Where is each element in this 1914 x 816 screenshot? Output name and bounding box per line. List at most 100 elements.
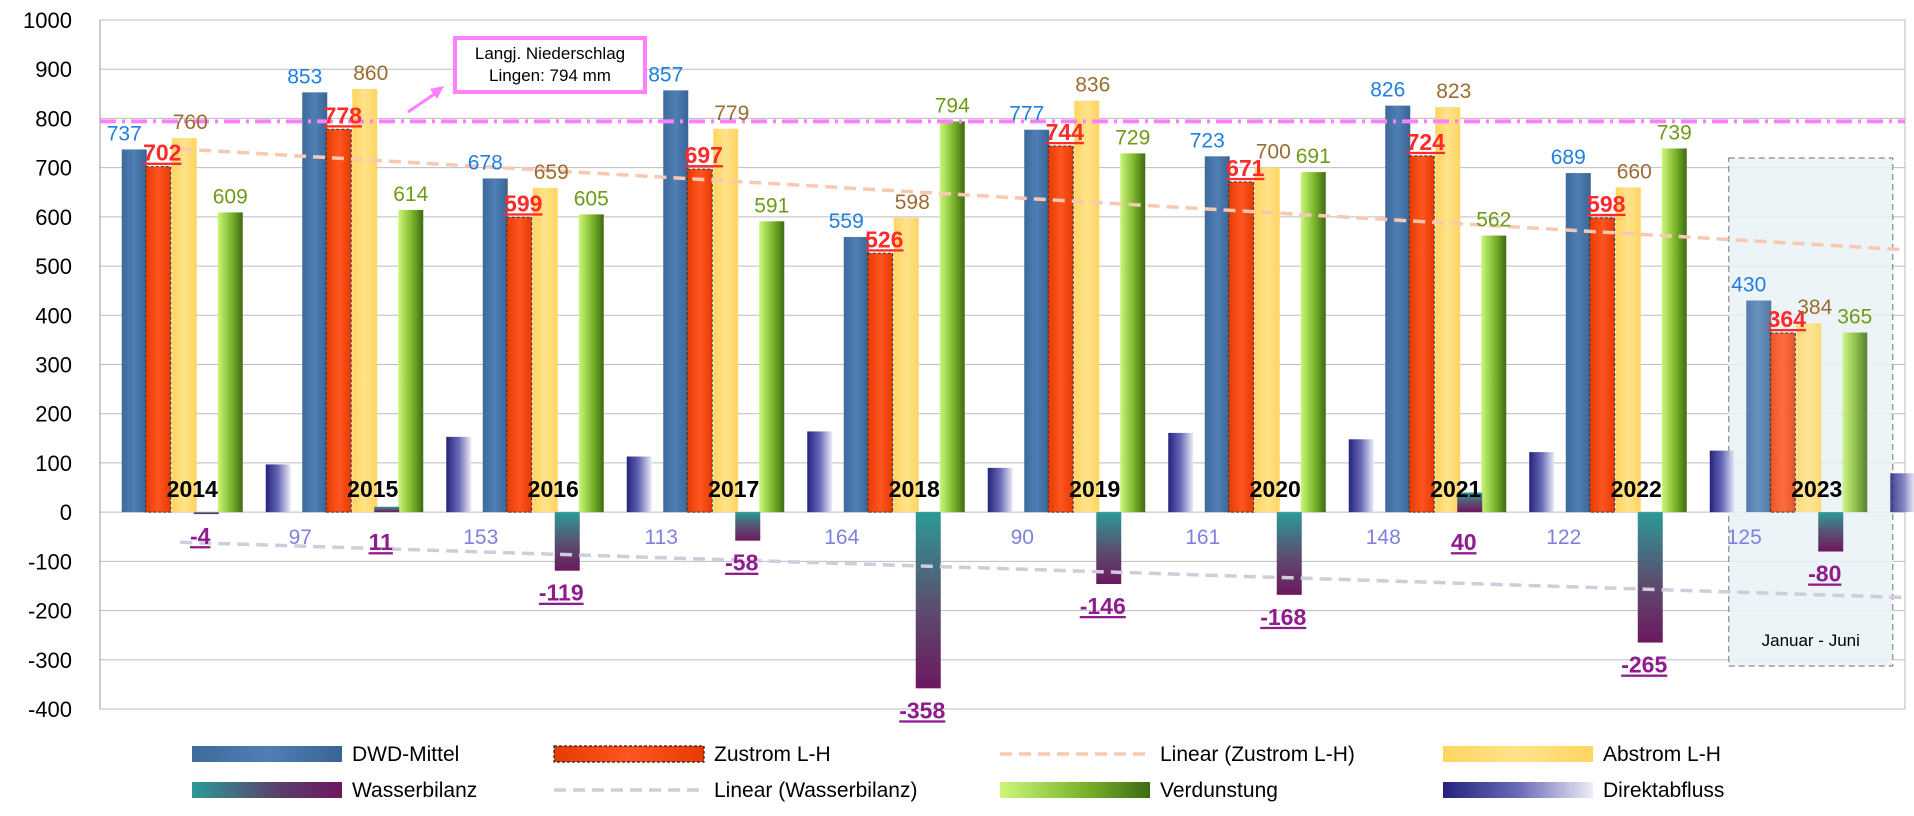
- bar-zustrom-l-h-2019: [1047, 145, 1074, 513]
- label-verdunstung-2019: 729: [1115, 126, 1150, 149]
- bar-wasserbilanz-2017: [735, 512, 761, 541]
- label-zustrom-l-h-2014: 702: [143, 140, 181, 166]
- bar-abstrom-l-h-2019: [1074, 100, 1100, 513]
- y-tick-label: 100: [35, 451, 72, 476]
- bar-wasserbilanz-2016: [554, 512, 580, 571]
- label-zustrom-l-h-2016: 599: [504, 190, 542, 216]
- legend-verdunstung-swatch: [1000, 782, 1150, 798]
- bar-direktabfluss-2022: [1709, 450, 1735, 513]
- bar-zustrom-l-h-2022: [1589, 217, 1616, 513]
- legend-linear-wasserbilanz--label: Linear (Wasserbilanz): [714, 779, 917, 802]
- legend-abstrom-l-h-swatch: [1443, 746, 1593, 762]
- label-verdunstung-2015: 614: [393, 183, 428, 206]
- label-zustrom-l-h-2020: 671: [1226, 155, 1265, 181]
- label-dwd-mittel-2022: 689: [1551, 146, 1586, 169]
- legend-dwd-mittel-label: DWD-Mittel: [352, 743, 459, 766]
- bar-verdunstung-2023: [1842, 332, 1868, 513]
- annotation-line1: Langj. Niederschlag: [475, 44, 625, 63]
- y-tick-label: 300: [35, 353, 72, 378]
- category-label-2017: 2017: [708, 476, 759, 502]
- label-zustrom-l-h-2019: 744: [1046, 119, 1085, 145]
- category-label-2018: 2018: [889, 476, 940, 502]
- bar-direktabfluss-2015: [446, 436, 472, 513]
- label-direktabfluss-2014: 97: [289, 526, 312, 549]
- label-zustrom-l-h-2023: 364: [1768, 306, 1807, 332]
- label-abstrom-l-h-2016: 659: [534, 161, 569, 184]
- legend-zustrom-l-h-swatch: [553, 745, 705, 763]
- label-dwd-mittel-2015: 853: [287, 65, 322, 88]
- y-tick-label: 400: [35, 303, 72, 328]
- bar-abstrom-l-h-2020: [1254, 167, 1280, 513]
- bar-wasserbilanz-2023: [1818, 512, 1844, 552]
- legend-linear-zustrom-l-h--label: Linear (Zustrom L-H): [1160, 743, 1355, 766]
- bar-zustrom-l-h-2018: [867, 252, 894, 513]
- bar-direktabfluss-2020: [1348, 439, 1374, 513]
- label-wasserbilanz-2023: -80: [1808, 561, 1841, 587]
- bar-wasserbilanz-2018: [915, 512, 941, 689]
- bar-abstrom-l-h-2021: [1435, 107, 1461, 513]
- y-tick-label: 200: [35, 402, 72, 427]
- label-dwd-mittel-2019: 777: [1009, 103, 1044, 126]
- bar-zustrom-l-h-2014: [145, 166, 172, 513]
- bar-direktabfluss-2014: [265, 464, 291, 513]
- bar-direktabfluss-2021: [1529, 452, 1555, 513]
- bar-verdunstung-2015: [398, 209, 424, 513]
- label-verdunstung-2021: 562: [1476, 209, 1511, 232]
- label-wasserbilanz-2014: -4: [190, 523, 211, 549]
- label-abstrom-l-h-2017: 779: [714, 102, 749, 125]
- label-dwd-mittel-2021: 826: [1370, 79, 1405, 102]
- label-abstrom-l-h-2014: 760: [173, 111, 208, 134]
- label-zustrom-l-h-2015: 778: [324, 102, 363, 128]
- label-verdunstung-2014: 609: [213, 185, 248, 208]
- legend-dwd-mittel-swatch: [192, 746, 342, 762]
- label-dwd-mittel-2016: 678: [468, 151, 503, 174]
- annotation-arrow: [407, 91, 437, 114]
- category-label-2022: 2022: [1611, 476, 1662, 502]
- y-tick-label: -200: [28, 599, 72, 624]
- bar-dwd-mittel-2022: [1565, 173, 1591, 513]
- bar-direktabfluss-2018: [987, 467, 1013, 513]
- label-wasserbilanz-2021: 40: [1451, 529, 1477, 555]
- y-tick-label: -100: [28, 549, 72, 574]
- label-zustrom-l-h-2018: 526: [865, 226, 903, 252]
- bar-abstrom-l-h-2018: [893, 217, 919, 513]
- bar-abstrom-l-h-2022: [1615, 187, 1641, 513]
- category-label-2019: 2019: [1069, 476, 1120, 502]
- label-verdunstung-2022: 739: [1657, 121, 1692, 144]
- label-abstrom-l-h-2022: 660: [1617, 160, 1652, 183]
- category-label-2023: 2023: [1791, 476, 1842, 502]
- bar-dwd-mittel-2016: [482, 178, 508, 513]
- label-dwd-mittel-2014: 737: [107, 122, 142, 145]
- label-abstrom-l-h-2018: 598: [895, 191, 930, 214]
- label-abstrom-l-h-2023: 384: [1797, 296, 1832, 319]
- bar-dwd-mittel-2021: [1385, 105, 1411, 513]
- bar-abstrom-l-h-2023: [1796, 323, 1822, 513]
- y-tick-label: -400: [28, 697, 72, 722]
- label-verdunstung-2020: 691: [1296, 145, 1331, 168]
- label-direktabfluss-2016: 113: [645, 526, 678, 549]
- label-direktabfluss-2015: 153: [463, 526, 498, 549]
- period-note: Januar - Juni: [1762, 631, 1860, 650]
- legend-verdunstung-label: Verdunstung: [1160, 779, 1278, 802]
- label-wasserbilanz-2019: -146: [1080, 593, 1126, 619]
- label-direktabfluss-2021: 122: [1546, 526, 1581, 549]
- label-wasserbilanz-2017: -58: [725, 550, 758, 576]
- y-tick-label: 700: [35, 156, 72, 181]
- bar-zustrom-l-h-2016: [506, 216, 533, 513]
- label-dwd-mittel-2018: 559: [829, 210, 864, 233]
- y-tick-label: 900: [35, 57, 72, 82]
- trendline-wasserbilanz: [180, 540, 1906, 600]
- label-wasserbilanz-2020: -168: [1260, 604, 1306, 630]
- label-wasserbilanz-2016: -119: [539, 580, 584, 606]
- bar-verdunstung-2018: [939, 121, 965, 513]
- bar-zustrom-l-h-2021: [1408, 155, 1435, 513]
- legend-zustrom-l-h-label: Zustrom L-H: [714, 743, 831, 766]
- label-wasserbilanz-2022: -265: [1621, 652, 1667, 678]
- category-label-2020: 2020: [1250, 476, 1301, 502]
- bar-abstrom-l-h-2015: [352, 88, 378, 513]
- label-direktabfluss-2019: 161: [1185, 526, 1220, 549]
- bar-wasserbilanz-2022: [1637, 512, 1663, 643]
- bar-direktabfluss-2017: [807, 431, 833, 513]
